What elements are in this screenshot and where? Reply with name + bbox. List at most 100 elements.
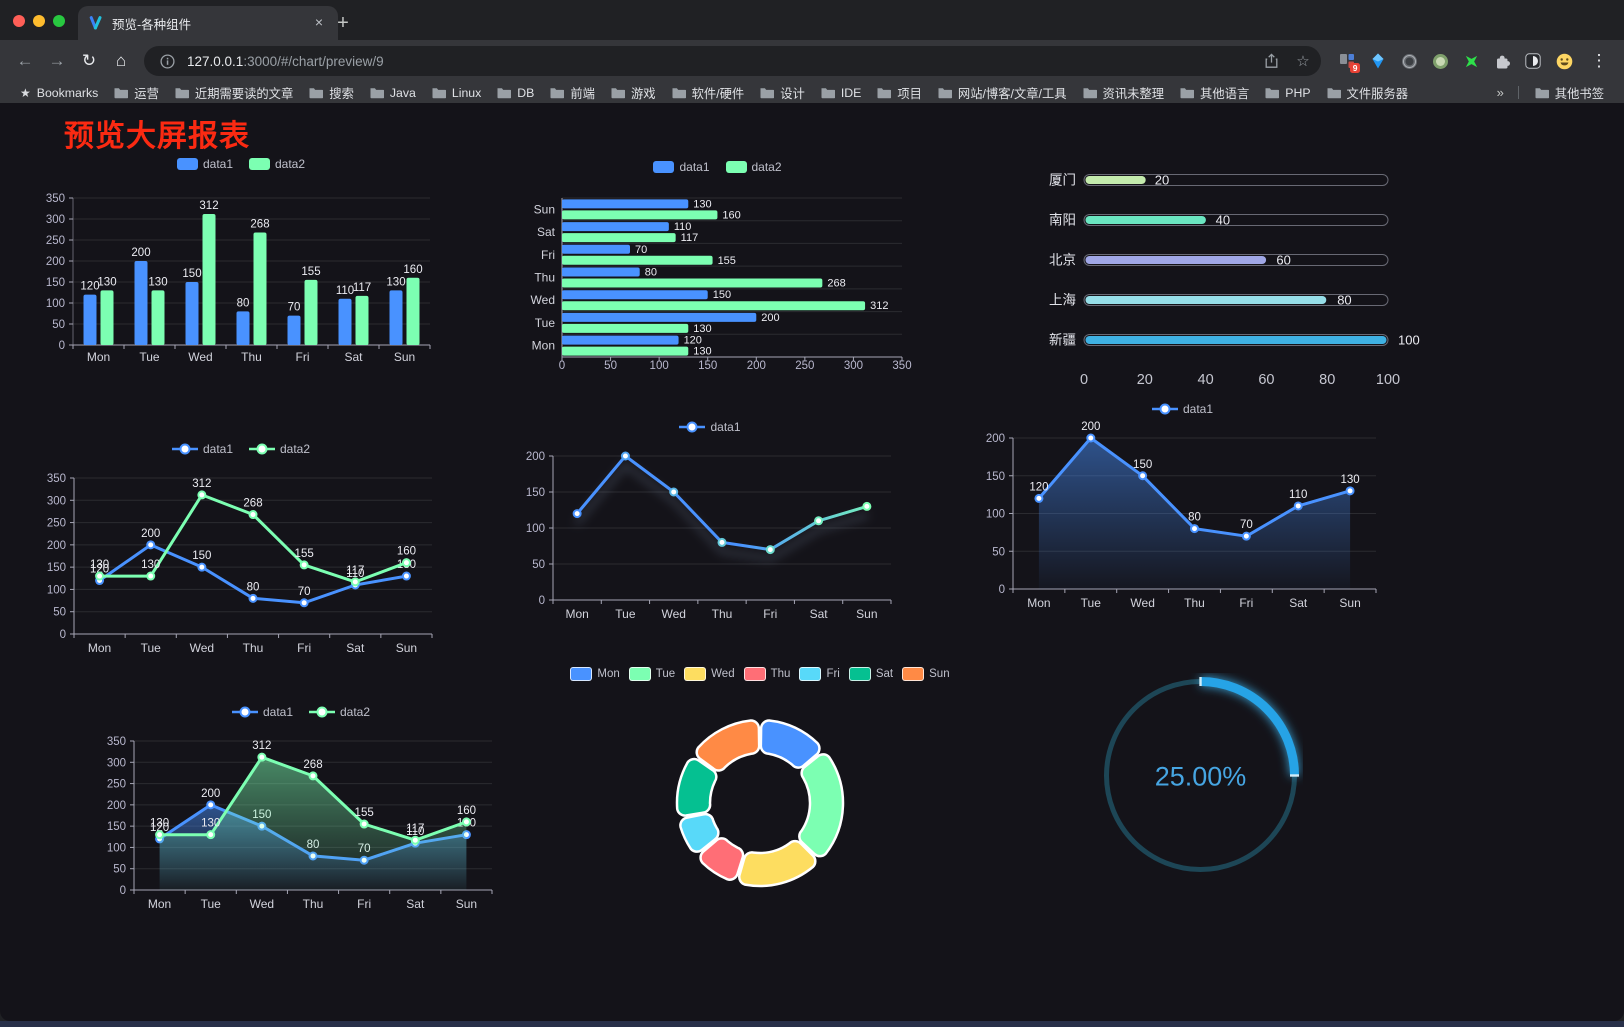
chart-horizontal-bar[interactable]: data1 data2 0 50 100 150 200 250 300 350 Sun 130 160… <box>520 158 915 370</box>
window-close-button[interactable] <box>13 15 25 27</box>
extension-blue-gem-icon[interactable] <box>1366 49 1390 73</box>
progress-ring-plot[interactable]: 25.00% <box>1098 673 1303 878</box>
line-gradient-plot[interactable]: 0 50 100 150 200 Mon Tue Wed Thu Fri Sat Sun <box>515 436 905 626</box>
bookmark-folder[interactable]: 运营 <box>106 83 167 103</box>
svg-text:110: 110 <box>336 285 354 297</box>
chart-line-area-two[interactable]: data1 data2 0 50 100 150 200 250 300 350 Mon Tue Wed… <box>96 703 506 916</box>
share-icon[interactable] <box>1259 49 1283 73</box>
bookmark-folder[interactable]: 项目 <box>869 83 930 103</box>
bookmark-folder[interactable]: 软件/硬件 <box>664 83 753 103</box>
pie-slice-Thu[interactable] <box>699 837 745 881</box>
legend-item-data2[interactable]: data2 <box>249 157 305 171</box>
bookmark-folder[interactable]: 网站/博客/文章/工具 <box>930 83 1075 103</box>
legend-item-data2[interactable]: data2 <box>309 705 370 719</box>
extension-emoji-smiley-icon[interactable] <box>1552 49 1576 73</box>
legend-item-Sat[interactable]: Sat <box>848 667 893 681</box>
browser-tab[interactable]: 预览-各种组件 × <box>78 6 338 40</box>
bookmarks-overflow-icon[interactable]: » <box>1496 85 1504 100</box>
bookmark-folder[interactable]: IDE <box>813 85 870 101</box>
bookmark-folder[interactable]: 设计 <box>752 83 813 103</box>
svg-text:117: 117 <box>681 232 699 244</box>
chart-grouped-bar[interactable]: data1 data2 0 50 100 150 200 250 300 350 Mon Tue Wed… <box>36 155 446 367</box>
pie-slice-Mon[interactable] <box>759 719 821 769</box>
chart-line-two-series[interactable]: data1 data2 0 50 100 150 200 250 300 350 Mon Tue Wed… <box>36 440 446 660</box>
bookmark-folder[interactable]: PHP <box>1257 85 1318 101</box>
tab-close-icon[interactable]: × <box>314 14 324 30</box>
chart-capsule-bar[interactable]: 厦门 20 南阳 40 北京 60 上海 80 新疆 100 0 20 40 60 80 100 <box>1040 165 1432 395</box>
pie-slice-Sun[interactable] <box>695 719 761 772</box>
legend-item-Wed[interactable]: Wed <box>684 667 735 681</box>
line-area-single-plot[interactable]: 0 50 100 150 200 Mon Tue Wed Thu Fri Sat Sun 120 200 1… <box>975 418 1390 615</box>
extension-grid-badge-icon[interactable]: 9 <box>1335 49 1360 73</box>
legend-item-data1[interactable]: data1 <box>1151 402 1213 416</box>
legend-item-data1[interactable]: data1 <box>679 420 741 434</box>
svg-text:Thu: Thu <box>712 607 733 621</box>
bookmark-item-bookmarks[interactable]: ★ Bookmarks <box>12 85 106 101</box>
legend-item-data2[interactable]: data2 <box>249 442 310 456</box>
extension-dark-reader-icon[interactable] <box>1521 49 1545 73</box>
svg-text:312: 312 <box>199 200 218 212</box>
legend-item-Mon[interactable]: Mon <box>570 667 620 681</box>
chart-donut-pie[interactable]: Mon Tue Wed Thu Fri Sat Sun <box>550 665 970 965</box>
bookmark-folder[interactable]: DB <box>489 85 542 101</box>
chart-line-area-single[interactable]: data1 0 50 100 150 200 Mon Tue Wed Thu Fri Sat Sun 12… <box>975 400 1390 615</box>
extension-green-sparkle-icon[interactable] <box>1459 49 1483 73</box>
bookmark-folder[interactable]: 其他语言 <box>1172 83 1257 103</box>
pie-slice-Fri[interactable] <box>679 812 720 853</box>
address-bar[interactable]: 127.0.0.1:3000/#/chart/preview/9 ☆ <box>144 46 1321 76</box>
url-text[interactable]: 127.0.0.1:3000/#/chart/preview/9 <box>187 54 1251 69</box>
line-two-series-plot[interactable]: 0 50 100 150 200 250 300 350 Mon Tue Wed Thu Fri Sat S… <box>36 458 446 660</box>
grouped-bar-plot[interactable]: 0 50 100 150 200 250 300 350 Mon Tue Wed Thu Fri Sat S… <box>36 173 446 367</box>
extension-dark-circle-icon[interactable] <box>1397 49 1421 73</box>
legend-item-Tue[interactable]: Tue <box>628 667 675 681</box>
svg-text:300: 300 <box>46 214 65 226</box>
home-button[interactable]: ⌂ <box>106 46 136 76</box>
svg-text:130: 130 <box>150 818 169 830</box>
extension-puzzle-icon[interactable] <box>1490 49 1514 73</box>
legend-item-Fri[interactable]: Fri <box>799 667 840 681</box>
pie-slice-Tue[interactable] <box>798 753 845 858</box>
svg-text:北京: 北京 <box>1049 253 1076 268</box>
back-button[interactable]: ← <box>10 46 40 76</box>
folder-icon <box>1535 87 1549 99</box>
svg-text:155: 155 <box>718 255 736 267</box>
extension-green-circle-icon[interactable] <box>1428 49 1452 73</box>
new-tab-button[interactable]: + <box>337 11 349 34</box>
donut-pie-plot[interactable] <box>550 683 970 965</box>
chart-progress-ring[interactable]: 25.00% <box>1098 673 1303 878</box>
legend-item-Thu[interactable]: Thu <box>743 667 790 681</box>
pie-slice-Sat[interactable] <box>675 757 718 817</box>
legend-item-Sun[interactable]: Sun <box>902 667 950 681</box>
forward-button[interactable]: → <box>42 46 72 76</box>
bookmark-folder[interactable]: 近期需要读的文章 <box>167 83 301 103</box>
pie-slice-Wed[interactable] <box>738 839 817 888</box>
svg-text:50: 50 <box>53 607 66 619</box>
bookmark-folder[interactable]: 游戏 <box>603 83 664 103</box>
line-area-two-plot[interactable]: 0 50 100 150 200 250 300 350 Mon Tue Wed Thu Fri Sat S… <box>96 721 506 916</box>
url-path: :3000/#/chart/preview/9 <box>243 53 384 69</box>
legend-item-data1[interactable]: data1 <box>231 705 293 719</box>
window-minimize-button[interactable] <box>33 15 45 27</box>
capsule-bar-plot[interactable]: 厦门 20 南阳 40 北京 60 上海 80 新疆 100 0 20 40 60 80 100 <box>1040 165 1432 395</box>
legend-item-data1[interactable]: data1 <box>176 157 233 171</box>
menu-icon[interactable]: ⋮ <box>1584 46 1614 76</box>
svg-text:200: 200 <box>46 256 65 268</box>
bookmark-folder[interactable]: 搜索 <box>301 83 362 103</box>
bookmark-folder[interactable]: 资讯未整理 <box>1075 83 1173 103</box>
legend-item-data1[interactable]: data1 <box>171 442 233 456</box>
bookmark-folder[interactable]: Java <box>362 85 424 101</box>
bookmark-folder[interactable]: Linux <box>424 85 489 101</box>
bookmark-folder[interactable]: 文件服务器 <box>1319 83 1417 103</box>
chart-line-gradient[interactable]: data1 0 50 100 150 200 Mon Tue Wed Thu Fri Sat Sun <box>515 418 905 626</box>
site-info-icon[interactable] <box>155 49 179 73</box>
bookmark-folder[interactable]: 前端 <box>542 83 603 103</box>
svg-text:200: 200 <box>141 528 160 540</box>
legend-item-data1[interactable]: data1 <box>653 160 710 174</box>
bookmark-star-icon[interactable]: ☆ <box>1296 53 1310 70</box>
window-zoom-button[interactable] <box>53 15 65 27</box>
svg-text:Sun: Sun <box>856 607 877 621</box>
legend-item-data2[interactable]: data2 <box>725 160 782 174</box>
reload-button[interactable]: ↻ <box>74 46 104 76</box>
other-bookmarks-folder[interactable]: 其他书签 <box>1527 83 1612 103</box>
